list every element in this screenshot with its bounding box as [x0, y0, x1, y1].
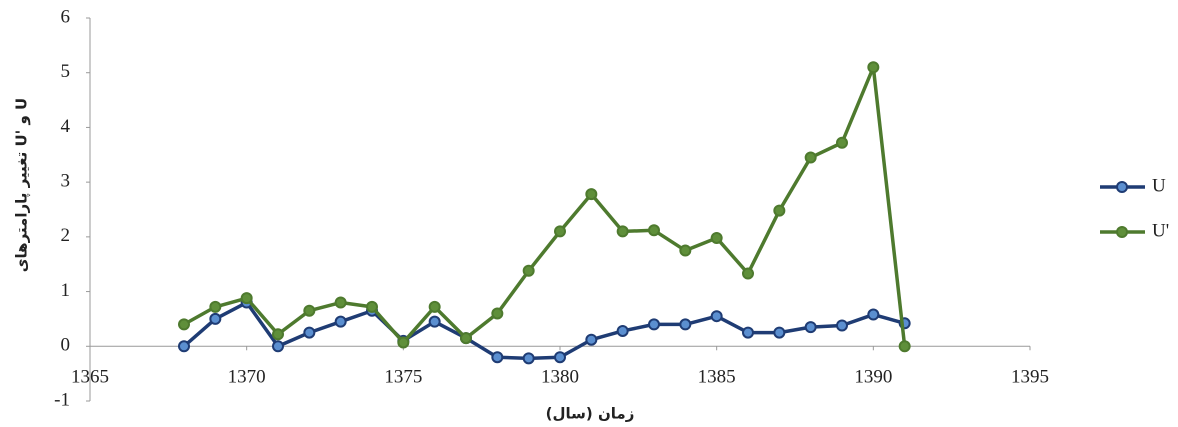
x-tick-label: 1380 — [541, 367, 579, 388]
data-point — [554, 225, 566, 238]
data-point — [773, 204, 786, 217]
data-point — [836, 136, 848, 149]
data-point — [804, 151, 817, 164]
x-tick-label: 1385 — [698, 367, 736, 388]
data-point — [616, 324, 629, 337]
data-point — [178, 340, 190, 353]
data-point — [303, 326, 316, 339]
x-tick-label: 1390 — [854, 367, 892, 388]
data-point — [209, 312, 222, 325]
data-point — [366, 300, 378, 313]
data-point — [554, 351, 566, 364]
legend-label: U — [1152, 175, 1166, 196]
x-tick-label: 1375 — [384, 367, 422, 388]
data-point — [648, 224, 660, 237]
data-point — [428, 300, 441, 313]
legend-marker — [1116, 226, 1128, 238]
data-point — [240, 292, 253, 305]
data-point — [867, 308, 880, 321]
data-point — [773, 326, 786, 339]
data-point — [272, 340, 284, 353]
data-point — [209, 300, 222, 313]
data-point — [397, 336, 410, 349]
series-line — [182, 300, 906, 361]
x-tick-label: 1370 — [228, 367, 266, 388]
data-point — [616, 225, 629, 238]
data-point — [522, 264, 535, 277]
data-point — [867, 61, 880, 74]
y-tick-label: 6 — [61, 6, 71, 27]
data-point — [491, 351, 504, 364]
data-point — [742, 326, 754, 339]
data-point — [679, 318, 692, 331]
data-point — [178, 318, 190, 331]
data-point — [272, 328, 284, 341]
y-tick-label: 3 — [61, 171, 71, 192]
data-point — [334, 315, 347, 328]
data-point — [585, 333, 598, 346]
data-point — [710, 310, 723, 323]
data-point — [585, 188, 598, 201]
series-line — [183, 65, 907, 347]
x-tick-label: 1395 — [1011, 367, 1049, 388]
data-point — [679, 244, 692, 257]
y-tick-label: -1 — [54, 389, 70, 410]
data-point — [460, 332, 472, 345]
y-axis-title: تغییر پارامترهای U' و U — [13, 98, 32, 272]
data-point — [334, 296, 347, 309]
data-point — [836, 319, 848, 332]
y-tick-label: 4 — [61, 116, 71, 137]
data-point — [491, 307, 504, 320]
data-point — [742, 267, 754, 280]
data-point — [710, 231, 723, 244]
y-tick-label: 2 — [61, 225, 71, 246]
data-point — [804, 321, 817, 334]
legend-marker — [1116, 181, 1128, 193]
data-point — [428, 315, 441, 328]
x-tick-label: 1365 — [71, 367, 109, 388]
y-tick-label: 0 — [61, 335, 71, 356]
y-tick-label: 5 — [61, 61, 71, 82]
y-tick-label: 1 — [61, 280, 71, 301]
data-point — [522, 352, 535, 365]
data-point — [303, 304, 316, 317]
x-axis-title: زمان (سال) — [546, 405, 635, 423]
data-point — [648, 318, 660, 331]
legend-label: U' — [1152, 220, 1169, 241]
data-point — [898, 340, 911, 353]
